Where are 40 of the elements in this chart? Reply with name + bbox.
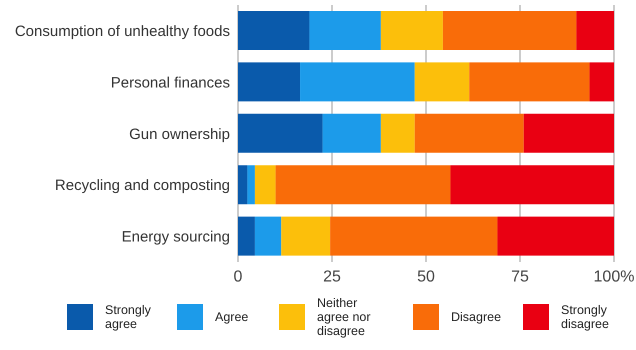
bar [238,165,248,204]
bar [238,216,255,256]
legend-label: Disagree [451,310,502,324]
legend-label: Agree [215,310,250,324]
y-tick-label: Consumption of unhealthy foods [14,23,230,40]
bar [442,11,576,50]
bar [524,114,614,153]
legend-label: Strongly disagree [561,303,609,331]
bar [590,62,614,102]
bar [380,11,443,50]
bar [576,11,614,50]
bar [254,165,276,204]
bar [276,165,450,204]
bar [497,216,614,256]
bar [238,11,310,50]
bar [309,11,381,50]
bar [414,62,470,102]
y-tick-label: Recycling and composting [54,177,230,194]
legend-label: Strongly agree [105,303,152,331]
bar [380,114,415,153]
bar [238,62,300,102]
y-tick-label: Personal finances [110,74,230,92]
bar [238,114,323,153]
y-tick-label: Energy sourcing [122,228,230,246]
bar [254,216,282,256]
bar [247,165,255,204]
bar [300,62,415,102]
bar [322,114,381,153]
bar [330,216,498,256]
bar [414,114,524,153]
x-tick-label: 25 [323,268,341,286]
legend-label: Neither agree nor disagree [317,296,372,338]
x-tick-label: 75 [511,268,529,286]
bar [469,62,590,102]
x-tick-label: 50 [417,268,435,286]
x-tick-label: 0 [234,268,243,286]
y-tick-label: Gun ownership [129,126,230,143]
bar [281,216,330,256]
x-tick-label: 100% [594,268,634,286]
bar [450,165,614,204]
